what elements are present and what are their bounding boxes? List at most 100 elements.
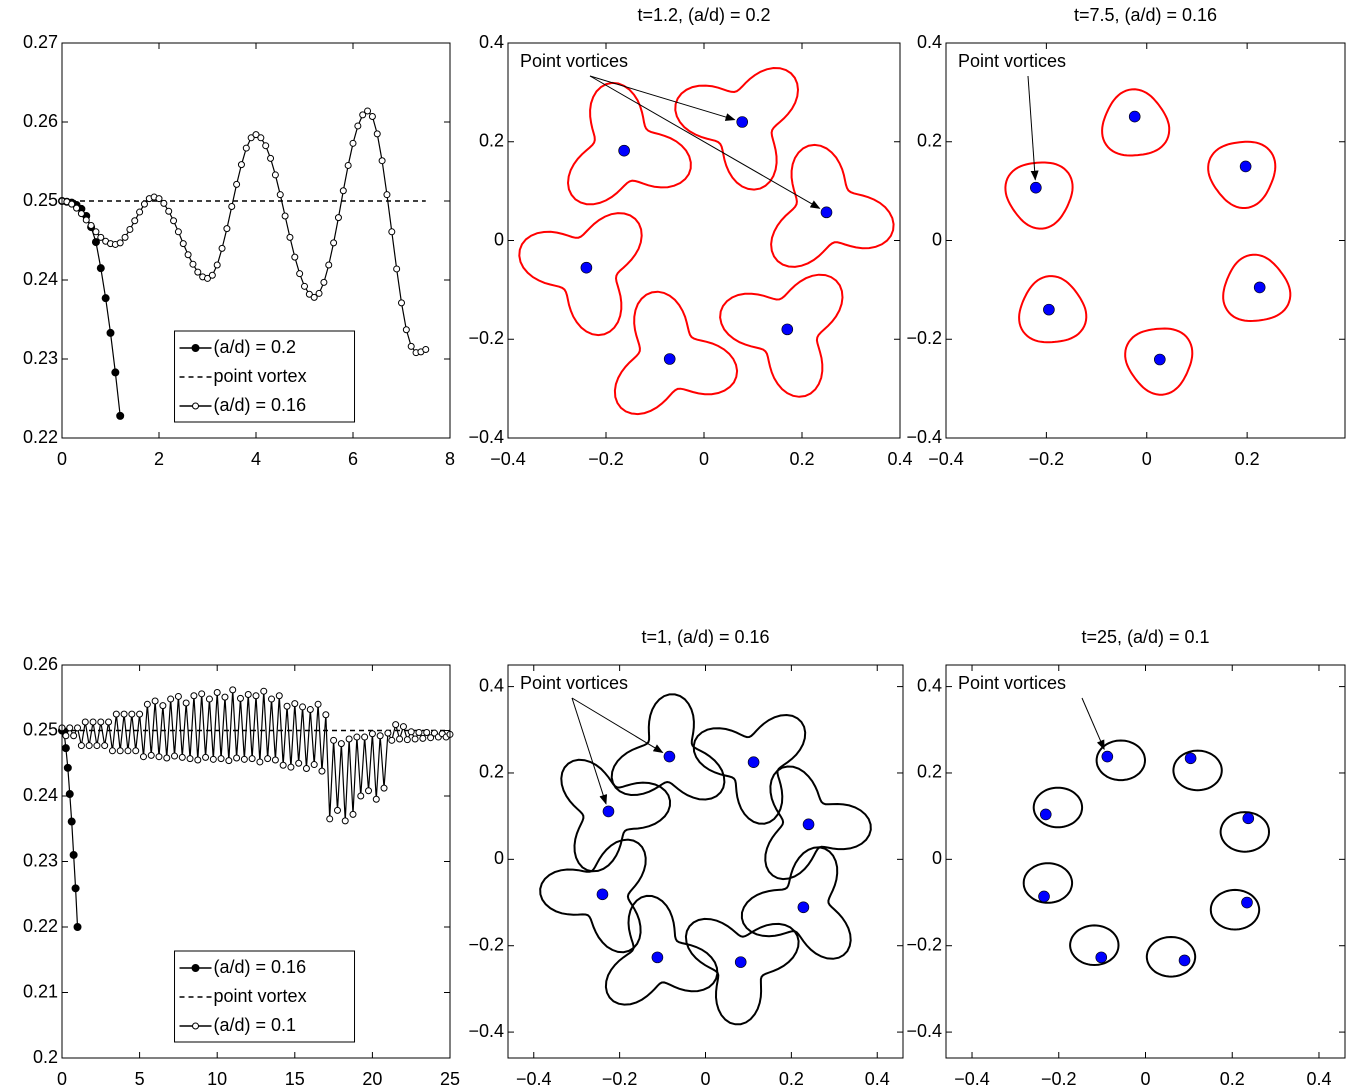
data-point — [286, 233, 294, 241]
point-vortex — [1154, 353, 1166, 366]
plot-area — [508, 43, 900, 438]
data-point — [91, 238, 100, 247]
vortex-contour — [1145, 935, 1197, 978]
point-vortex — [663, 353, 676, 365]
vortex-contour — [770, 143, 895, 268]
data-point — [337, 740, 345, 748]
vortex-contour — [1095, 739, 1147, 782]
vortex-contour — [610, 693, 726, 801]
data-point — [106, 328, 115, 337]
y-tick-label: 0.21 — [23, 981, 58, 1001]
data-point — [306, 706, 314, 714]
data-point — [359, 111, 367, 119]
y-tick-label: 0 — [932, 229, 942, 249]
chart-title: t=7.5, (a/d) = 0.16 — [1074, 5, 1217, 25]
data-point — [330, 736, 338, 744]
x-tick-label: 0.2 — [1220, 1069, 1245, 1089]
data-point — [116, 239, 124, 247]
vortex-contour — [604, 894, 719, 1006]
data-point — [302, 764, 310, 772]
data-point — [208, 271, 216, 279]
point-vortex — [618, 144, 630, 157]
data-point — [339, 187, 347, 195]
y-tick-label: 0.2 — [917, 762, 942, 782]
data-point — [221, 693, 229, 701]
x-tick-label: 2 — [154, 449, 164, 469]
x-tick-label: 0 — [1142, 449, 1152, 469]
data-point — [403, 736, 411, 744]
data-point — [87, 221, 95, 229]
x-tick-label: 4 — [251, 449, 261, 469]
y-tick-label: 0.23 — [23, 850, 58, 870]
x-tick-label: 0 — [1140, 1069, 1150, 1089]
y-tick-label: 0.22 — [23, 427, 58, 447]
y-tick-label: −0.2 — [468, 328, 504, 348]
data-point — [314, 700, 322, 708]
data-point — [121, 233, 129, 241]
data-point — [131, 217, 139, 225]
y-tick-label: −0.2 — [906, 934, 942, 954]
vortex-contour — [719, 273, 844, 398]
data-point — [373, 130, 381, 138]
annotation-arrow — [1027, 75, 1039, 181]
vortex-contour — [518, 212, 643, 337]
data-point — [349, 810, 357, 818]
data-point — [365, 787, 373, 795]
legend-box — [174, 950, 356, 1043]
point-vortex — [1101, 750, 1114, 763]
vortex-contour — [1004, 161, 1074, 230]
vortex-contour — [740, 846, 852, 960]
x-tick-label: 0.4 — [865, 1069, 890, 1089]
y-tick-label: −0.4 — [906, 1021, 942, 1041]
data-point — [68, 200, 76, 208]
vortex-contour — [1124, 327, 1194, 396]
plot-area — [508, 665, 903, 1058]
data-point — [411, 735, 419, 743]
data-point — [271, 171, 279, 179]
data-point — [159, 702, 167, 710]
point-vortex — [747, 756, 760, 768]
data-point — [136, 710, 144, 718]
data-point — [388, 228, 396, 236]
data-point — [333, 806, 341, 814]
data-point — [368, 730, 376, 738]
data-point — [244, 690, 252, 698]
data-point — [178, 753, 186, 761]
vortex-contour — [560, 758, 672, 873]
data-point — [101, 742, 109, 750]
data-point — [225, 757, 233, 765]
data-point — [392, 721, 400, 729]
data-point — [132, 747, 140, 755]
legend-label: (a/d) = 0.1 — [214, 1015, 297, 1035]
vortex-contour — [1209, 888, 1261, 931]
legend-marker — [191, 344, 200, 352]
data-point — [101, 294, 110, 303]
data-point — [268, 695, 276, 703]
data-point — [66, 724, 74, 732]
data-point — [396, 735, 404, 743]
data-point — [97, 233, 105, 241]
y-tick-label: 0 — [494, 848, 504, 868]
point-vortex — [1239, 160, 1252, 173]
data-point — [73, 204, 81, 212]
data-point — [69, 850, 78, 859]
vortex-contour — [1219, 811, 1271, 853]
data-point — [264, 755, 272, 763]
data-point — [380, 784, 388, 792]
x-tick-label: 20 — [362, 1069, 382, 1089]
axes-frame — [61, 42, 451, 439]
vortex-contour — [674, 66, 800, 191]
data-point — [116, 411, 125, 420]
x-tick-label: −0.4 — [954, 1069, 990, 1089]
y-tick-label: 0.4 — [917, 675, 942, 695]
data-point — [318, 767, 326, 775]
data-point — [105, 718, 113, 726]
data-point — [93, 742, 101, 750]
x-tick-label: 0.2 — [779, 1069, 804, 1089]
data-point — [202, 753, 210, 761]
y-tick-label: 0.2 — [479, 762, 504, 782]
data-point — [233, 754, 241, 762]
data-point — [217, 755, 225, 763]
data-point — [276, 191, 284, 199]
